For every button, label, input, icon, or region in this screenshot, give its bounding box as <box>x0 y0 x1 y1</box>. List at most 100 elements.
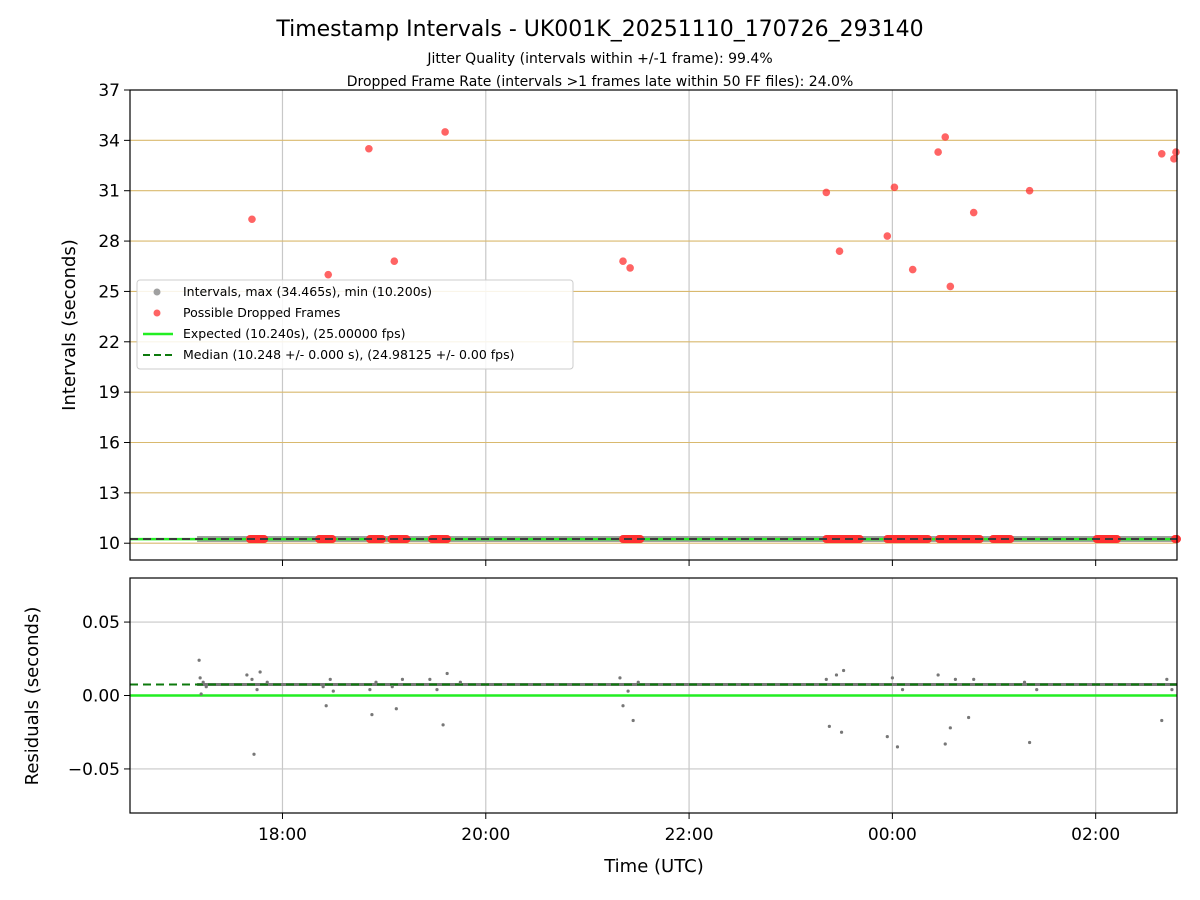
residuals-panel: 18:00 20:00 22:00 00:00 02:00 −0.05 0.00 0.05 R… <box>22 577 1178 877</box>
residual-point <box>201 680 205 684</box>
residual-point <box>324 704 328 708</box>
residual-point <box>953 677 958 681</box>
residual-point <box>1165 677 1169 681</box>
residual-point <box>435 688 439 692</box>
residual-point <box>321 685 325 689</box>
intervals-y-tick-label: 19 <box>98 383 120 403</box>
intervals-y-tick-label: 25 <box>98 282 120 302</box>
residual-point <box>834 673 839 677</box>
x-tick-label: 20:00 <box>461 825 510 845</box>
x-axis-label: Time (UTC) <box>603 856 704 877</box>
residual-point <box>936 673 940 677</box>
dropped-frame-point <box>941 133 950 141</box>
residual-point <box>967 715 971 720</box>
residual-point <box>204 685 208 689</box>
dropped-frame-point <box>822 188 831 197</box>
intervals-y-tick-label: 34 <box>98 131 120 151</box>
residual-point <box>824 677 828 681</box>
dropped-frame-point <box>934 148 942 156</box>
x-tick-label: 18:00 <box>258 825 307 845</box>
residual-point <box>972 677 976 681</box>
dropped-frame-point <box>1025 186 1034 195</box>
residual-point <box>895 745 900 749</box>
dropped-frame-point <box>883 232 892 240</box>
residual-point <box>1170 688 1174 692</box>
dropped-frame-point <box>890 183 899 192</box>
residual-point <box>885 735 889 739</box>
residual-point <box>841 668 846 673</box>
residual-point <box>245 673 249 677</box>
legend-entry: Expected (10.240s), (25.00000 fps) <box>183 326 405 341</box>
legend-box <box>136 279 574 370</box>
residual-point <box>400 677 405 681</box>
residual-point <box>258 670 262 674</box>
x-tick-label: 02:00 <box>1071 825 1120 845</box>
residual-point <box>458 680 462 684</box>
dropped-frame-point <box>619 257 627 266</box>
dropped-frame-point <box>835 247 844 255</box>
residual-point <box>252 752 256 756</box>
residual-point <box>890 676 894 680</box>
dropped-frame-point <box>1157 149 1166 158</box>
residual-point <box>370 712 374 717</box>
intervals-y-tick-label: 16 <box>98 434 120 454</box>
residual-point <box>250 677 254 681</box>
legend-entry: Possible Dropped Frames <box>183 305 340 320</box>
residual-point <box>374 680 378 684</box>
dropped-frame-point <box>365 144 373 153</box>
legend-intervals-marker <box>153 288 161 296</box>
dropped-frame-point <box>626 264 634 272</box>
intervals-y-label: Intervals (seconds) <box>59 239 80 411</box>
legend-entry: Median (10.248 +/- 0.000 s), (24.98125 +… <box>183 347 514 362</box>
dropped-frame-point <box>390 257 399 266</box>
residual-point <box>441 723 445 727</box>
intervals-y-tick-label: 37 <box>98 81 120 101</box>
residual-point <box>900 688 905 692</box>
residual-point <box>636 680 640 684</box>
intervals-panel: 10 13 16 19 22 25 28 31 34 37 Intervals (seconds)… <box>59 81 1181 566</box>
legend-dropped-marker <box>153 309 161 317</box>
dropped-frame-point <box>1172 148 1180 156</box>
residuals-points <box>197 658 1174 756</box>
dropped-frame-point <box>908 265 917 274</box>
intervals-y-tick-label: 10 <box>98 534 120 554</box>
dropped-frame-point <box>248 215 256 224</box>
x-tick-label: 22:00 <box>665 825 714 845</box>
residual-point <box>839 730 844 734</box>
residual-point <box>328 677 332 681</box>
residual-point <box>428 677 432 681</box>
residual-point <box>199 692 203 696</box>
intervals-y-tick-label: 13 <box>98 484 120 504</box>
residual-point <box>368 688 372 692</box>
dropped-frame-point <box>946 282 955 291</box>
residual-point <box>621 704 625 708</box>
intervals-y-tick-label: 22 <box>98 333 120 353</box>
residuals-y-tick-label: 0.05 <box>82 613 120 633</box>
legend: Intervals, max (34.465s), min (10.200s) P… <box>136 279 574 370</box>
residual-point <box>394 707 398 711</box>
chart-subtitle-jitter: Jitter Quality (intervals within +/-1 fr… <box>426 51 772 67</box>
chart-subtitle-dropped: Dropped Frame Rate (intervals >1 frames … <box>347 74 854 90</box>
dropped-frame-point <box>324 270 333 279</box>
residuals-lines <box>130 682 1177 697</box>
residual-point <box>827 724 831 728</box>
residual-point <box>618 676 622 680</box>
dropped-frame-point <box>1170 155 1178 163</box>
residual-point <box>1022 680 1027 684</box>
intervals-points <box>248 128 1180 291</box>
residual-point <box>1035 688 1039 692</box>
dropped-frame-point <box>441 128 449 136</box>
residual-point <box>331 689 335 693</box>
residual-point <box>198 676 202 680</box>
residual-point <box>631 718 635 723</box>
residual-point <box>390 685 394 689</box>
residual-point <box>943 742 947 746</box>
intervals-ticks: 10 13 16 19 22 25 28 31 34 37 <box>98 81 1097 566</box>
residual-point <box>255 688 259 692</box>
intervals-y-tick-label: 28 <box>98 232 120 252</box>
residuals-y-tick-label: −0.05 <box>68 760 120 780</box>
residual-point <box>626 689 630 693</box>
residuals-y-tick-label: 0.00 <box>82 687 120 707</box>
legend-entry: Intervals, max (34.465s), min (10.200s) <box>183 284 432 299</box>
